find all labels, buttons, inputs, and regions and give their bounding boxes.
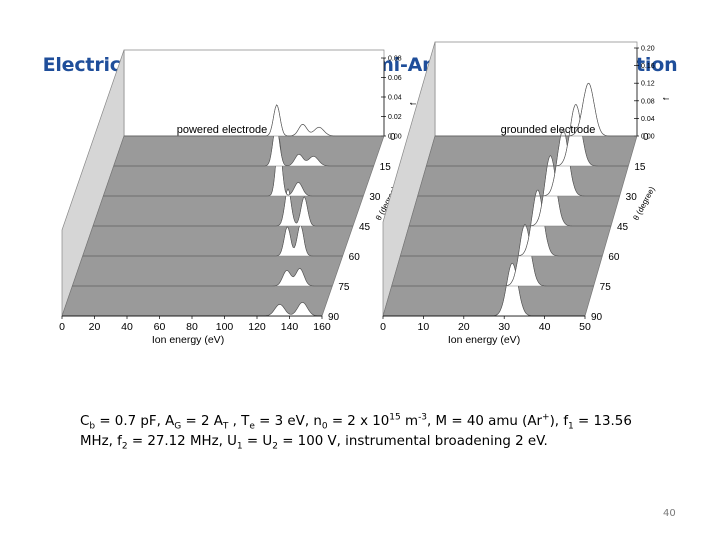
depth-tick-label: 90 <box>591 312 603 323</box>
z-tick-label: 0.16 <box>641 63 655 70</box>
series-line <box>72 268 333 287</box>
caption-fragment: + <box>542 412 550 423</box>
caption-fragment: 1 <box>568 421 574 432</box>
x-tick-label: 50 <box>579 321 591 333</box>
x-tick-label: 80 <box>186 321 198 333</box>
caption-fragment: , T <box>228 414 250 429</box>
page-number: 40 <box>663 508 676 519</box>
z-axis-label: f <box>409 102 418 105</box>
series-line <box>426 104 629 167</box>
x-tick-label: 120 <box>248 321 266 333</box>
depth-tick-label: 60 <box>608 252 620 263</box>
z-tick-label: 0.06 <box>388 75 402 82</box>
z-tick-label: 0.08 <box>388 56 402 63</box>
depth-tick-label: 30 <box>626 192 638 203</box>
depth-tick-label: 0 <box>390 132 396 143</box>
panel-title: grounded electrode <box>501 124 596 136</box>
z-tick-label: 0.08 <box>641 98 655 105</box>
caption-fragment: = 100 V, instrumental broadening 2 eV. <box>277 434 548 449</box>
series-line <box>435 82 637 137</box>
series-line <box>82 224 343 257</box>
series-line <box>391 224 594 287</box>
panel-grounded-electrode: 0.00 0.04 0.08 0.12 0.16 0.20 f 90 75 60 45 30 15 0 θ … <box>380 41 671 346</box>
z-tick-label: 0.20 <box>641 46 655 53</box>
x-tick-label: 20 <box>458 321 470 333</box>
z-axis-label: f <box>662 97 671 100</box>
caption-fragment: 2 <box>121 441 128 452</box>
series-line <box>124 104 384 137</box>
parameter-caption: Cb = 0.7 pF, AG = 2 AT , Te = 3 eV, n0 =… <box>80 412 640 452</box>
back-wall <box>434 41 638 137</box>
caption-fragment: C <box>80 414 90 429</box>
x-axis-label: Ion energy (eV) <box>152 334 224 346</box>
z-tick-label: 0.04 <box>641 116 655 123</box>
x-tick-label: 20 <box>89 321 101 333</box>
caption-fragment: -3 <box>418 412 428 423</box>
caption-fragment: G <box>174 421 182 432</box>
x-tick-label: 60 <box>154 321 166 333</box>
z-tick-label: 0.04 <box>388 95 402 102</box>
figure-3d-ion-energy-distributions: 0.00 0.02 0.04 0.06 0.08 f 90 75 60 45 30 15 0 θ (deg… <box>59 41 671 346</box>
z-tick-label: 0.02 <box>388 114 402 121</box>
caption-fragment: = 3 eV, n <box>254 414 322 429</box>
depth-axis-label: θ (degree) <box>631 185 656 222</box>
caption-fragment: = 27.12 MHz, U <box>127 434 237 449</box>
depth-tick-label: 0 <box>643 132 649 143</box>
caption-fragment: ), f <box>549 414 569 429</box>
depth-tick-label: 15 <box>380 162 392 173</box>
series-line <box>103 138 364 197</box>
caption-fragment: = U <box>242 434 273 449</box>
depth-tick-label: 15 <box>634 162 646 173</box>
depth-tick-label: 30 <box>369 192 381 203</box>
x-tick-label: 0 <box>59 321 65 333</box>
depth-tick-label: 60 <box>349 252 361 263</box>
caption-fragment: = 0.7 pF, A <box>95 414 175 429</box>
z-tick-label: 0.00 <box>388 134 402 141</box>
depth-tick-label: 45 <box>359 222 371 233</box>
series-line <box>417 129 620 197</box>
caption-fragment: 1 <box>236 441 243 452</box>
series-line <box>93 188 353 227</box>
caption-fragment: 15 <box>389 412 401 423</box>
caption-fragment: = 2 A <box>181 414 223 429</box>
caption-fragment: 2 <box>272 441 278 452</box>
x-tick-label: 140 <box>281 321 299 333</box>
depth-tick-label: 45 <box>617 222 629 233</box>
caption-fragment: , M = 40 amu (Ar <box>427 414 543 429</box>
x-tick-label: 40 <box>539 321 551 333</box>
caption-fragment: = 2 x 10 <box>327 414 390 429</box>
x-tick-label: 10 <box>418 321 430 333</box>
series-line <box>113 125 374 167</box>
caption-fragment: T <box>222 421 229 432</box>
x-tick-label: 100 <box>216 321 234 333</box>
x-axis-label: Ion energy (eV) <box>448 334 520 346</box>
z-tick-label: 0.12 <box>641 81 655 88</box>
depth-tick-label: 90 <box>328 312 340 323</box>
caption-fragment: e <box>249 421 255 432</box>
series-line <box>409 155 611 227</box>
series-line <box>400 189 603 257</box>
x-tick-label: 30 <box>498 321 510 333</box>
z-tick-label: 0.00 <box>641 134 655 141</box>
caption-fragment: 0 <box>321 421 328 432</box>
depth-tick-label: 75 <box>600 282 612 293</box>
panel-title: powered electrode <box>177 124 268 136</box>
x-tick-label: 0 <box>380 321 386 333</box>
caption-fragment: = 13.56 MHz, f <box>80 414 632 449</box>
x-tick-label: 160 <box>313 321 331 333</box>
caption-fragment: m <box>400 414 419 429</box>
x-tick-label: 40 <box>121 321 133 333</box>
caption-fragment: b <box>89 421 96 432</box>
depth-tick-label: 75 <box>338 282 350 293</box>
